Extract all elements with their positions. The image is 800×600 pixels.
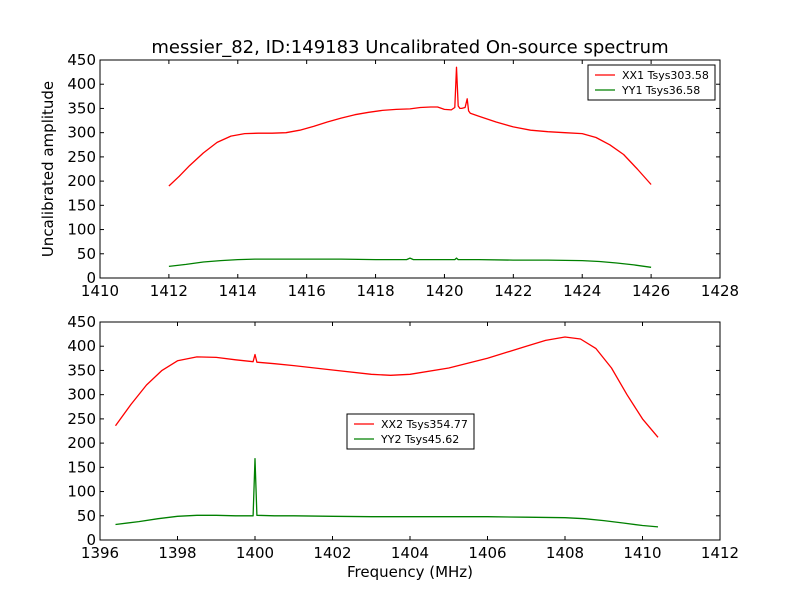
x-axis-label: Frequency (MHz)	[347, 563, 473, 581]
y-tick-label: 150	[67, 196, 96, 214]
y-tick-label: 300	[67, 386, 96, 404]
x-tick-label: 1426	[632, 282, 670, 300]
y-tick-label: 400	[67, 75, 96, 93]
y-tick-label: 250	[67, 410, 96, 428]
legend-label: YY2 Tsys45.62	[380, 433, 459, 446]
x-tick-label: 1410	[623, 544, 661, 562]
y-tick-label: 300	[67, 124, 96, 142]
y-axis-label: Uncalibrated amplitude	[39, 81, 57, 257]
x-tick-label: 1408	[546, 544, 584, 562]
legend-label: XX2 Tsys354.77	[381, 418, 468, 431]
x-tick-label: 1412	[150, 282, 188, 300]
y-tick-label: 150	[67, 458, 96, 476]
y-tick-label: 200	[67, 434, 96, 452]
y-tick-label: 100	[67, 221, 96, 239]
y-tick-label: 450	[67, 51, 96, 69]
x-tick-label: 1400	[236, 544, 274, 562]
x-tick-label: 1422	[494, 282, 532, 300]
y-tick-label: 350	[67, 361, 96, 379]
x-tick-label: 1398	[158, 544, 196, 562]
x-tick-label: 1412	[701, 544, 739, 562]
legend: XX2 Tsys354.77 YY2 Tsys45.62	[346, 413, 475, 450]
y-tick-label: 50	[77, 507, 96, 525]
series-line-1	[114, 336, 659, 438]
legend-box	[346, 413, 475, 450]
x-tick-label: 1424	[563, 282, 601, 300]
axes-frame	[99, 59, 721, 279]
y-tick-label: 250	[67, 148, 96, 166]
y-tick-label: 200	[67, 172, 96, 190]
y-tick-label: 0	[86, 269, 96, 287]
legend-box	[587, 64, 716, 101]
y-tick-label: 100	[67, 483, 96, 501]
series-line-2	[115, 457, 659, 528]
top-plot-panel: 1410 1412 1414 1416 1418 1420 1422 1424 1426 1428…	[67, 51, 739, 300]
legend-label: XX1 Tsys303.58	[622, 69, 709, 82]
legend: XX1 Tsys303.58 YY1 Tsys36.58	[587, 64, 716, 101]
x-tick-label: 1428	[701, 282, 739, 300]
y-tick-label: 50	[77, 245, 96, 263]
x-tick-label: 1416	[288, 282, 326, 300]
series-line-1	[168, 66, 652, 187]
y-tick-label: 450	[67, 313, 96, 331]
x-tick-label: 1418	[356, 282, 394, 300]
x-tick-label: 1410	[81, 282, 119, 300]
bottom-plot-panel: 1396 1398 1400 1402 1404 1406 1408 1410 1412 0 50 1…	[67, 313, 739, 562]
y-tick-label: 0	[86, 531, 96, 549]
x-tick-label: 1402	[313, 544, 351, 562]
y-tick-label: 350	[67, 99, 96, 117]
x-tick-label: 1406	[468, 544, 506, 562]
series-line-2	[168, 257, 652, 268]
figure-title: messier_82, ID:149183 Uncalibrated On-so…	[151, 37, 668, 58]
x-tick-label: 1420	[425, 282, 463, 300]
y-tick-label: 400	[67, 337, 96, 355]
x-tick-label: 1396	[81, 544, 119, 562]
x-tick-label: 1404	[391, 544, 429, 562]
x-tick-label: 1414	[219, 282, 257, 300]
legend-label: YY1 Tsys36.58	[621, 84, 700, 97]
